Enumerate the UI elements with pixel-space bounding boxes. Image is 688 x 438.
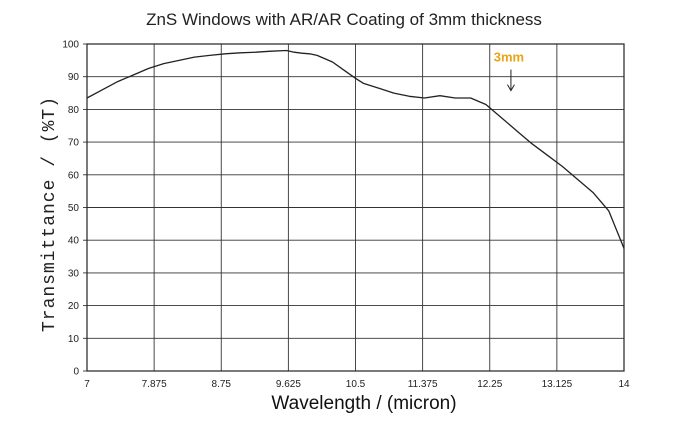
y-tick-label: 0 [73,367,79,378]
y-tick-label: 10 [68,334,80,345]
grid [83,43,625,372]
y-tick-label: 60 [68,170,80,181]
x-tick-label: 11.375 [408,379,438,390]
annotation-label: 3mm [494,50,524,65]
x-tick-label: 8.75 [212,379,232,390]
x-tick-label: 13.125 [542,379,573,390]
transmittance-line [86,49,625,249]
y-tick-label: 20 [68,301,80,312]
y-tick-label: 70 [68,138,80,149]
plot-frame [86,43,625,372]
annotation-layer: 3mm [494,50,524,92]
y-tick-label: 40 [68,236,80,247]
y-tick-label: 80 [68,105,80,116]
x-tick-label: 7.875 [142,379,167,390]
y-tick-label: 90 [68,72,80,83]
annotation-arrow-head [506,84,515,92]
x-tick-label: 14 [618,379,630,390]
x-axis-label: Wavelength / (micron) [271,393,457,414]
y-tick-label: 50 [68,203,80,214]
series-layer [86,49,625,249]
x-tick-label: 10.5 [346,379,366,390]
x-tick-label: 9.625 [276,379,301,390]
y-tick-label: 30 [68,268,80,279]
chart-title: ZnS Windows with AR/AR Coating of 3mm th… [146,10,542,29]
x-tick-label: 7 [84,379,90,390]
x-tick-label: 12.25 [477,379,502,390]
tick-labels: 7 7.875 8.75 9.625 10.5 11.375 12.25 13.125 14 0 1… [62,40,630,391]
y-tick-label: 100 [62,40,79,51]
